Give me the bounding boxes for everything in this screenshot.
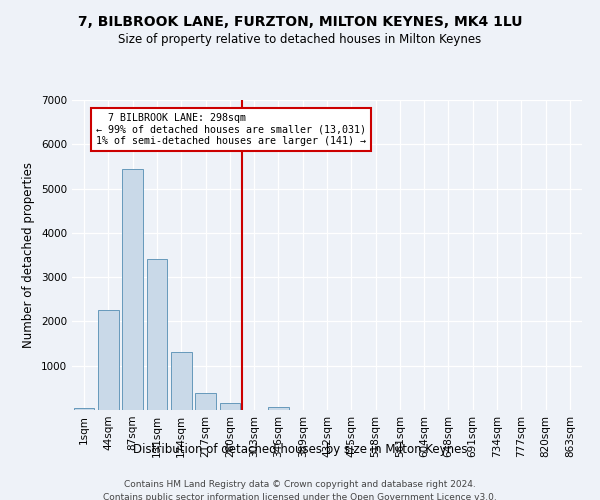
Bar	[171, 352, 191, 410]
Text: Contains public sector information licensed under the Open Government Licence v3: Contains public sector information licen…	[103, 492, 497, 500]
Text: Size of property relative to detached houses in Milton Keynes: Size of property relative to detached ho…	[118, 32, 482, 46]
Bar	[195, 393, 216, 410]
Bar	[122, 168, 143, 410]
Bar	[98, 310, 119, 410]
Text: Contains HM Land Registry data © Crown copyright and database right 2024.: Contains HM Land Registry data © Crown c…	[124, 480, 476, 489]
Text: Distribution of detached houses by size in Milton Keynes: Distribution of detached houses by size …	[133, 442, 467, 456]
Y-axis label: Number of detached properties: Number of detached properties	[22, 162, 35, 348]
Bar	[220, 403, 240, 410]
Bar	[268, 407, 289, 410]
Bar	[74, 408, 94, 410]
Text: 7 BILBROOK LANE: 298sqm
← 99% of detached houses are smaller (13,031)
1% of semi: 7 BILBROOK LANE: 298sqm ← 99% of detache…	[96, 114, 366, 146]
Bar	[146, 258, 167, 410]
Text: 7, BILBROOK LANE, FURZTON, MILTON KEYNES, MK4 1LU: 7, BILBROOK LANE, FURZTON, MILTON KEYNES…	[78, 15, 522, 29]
